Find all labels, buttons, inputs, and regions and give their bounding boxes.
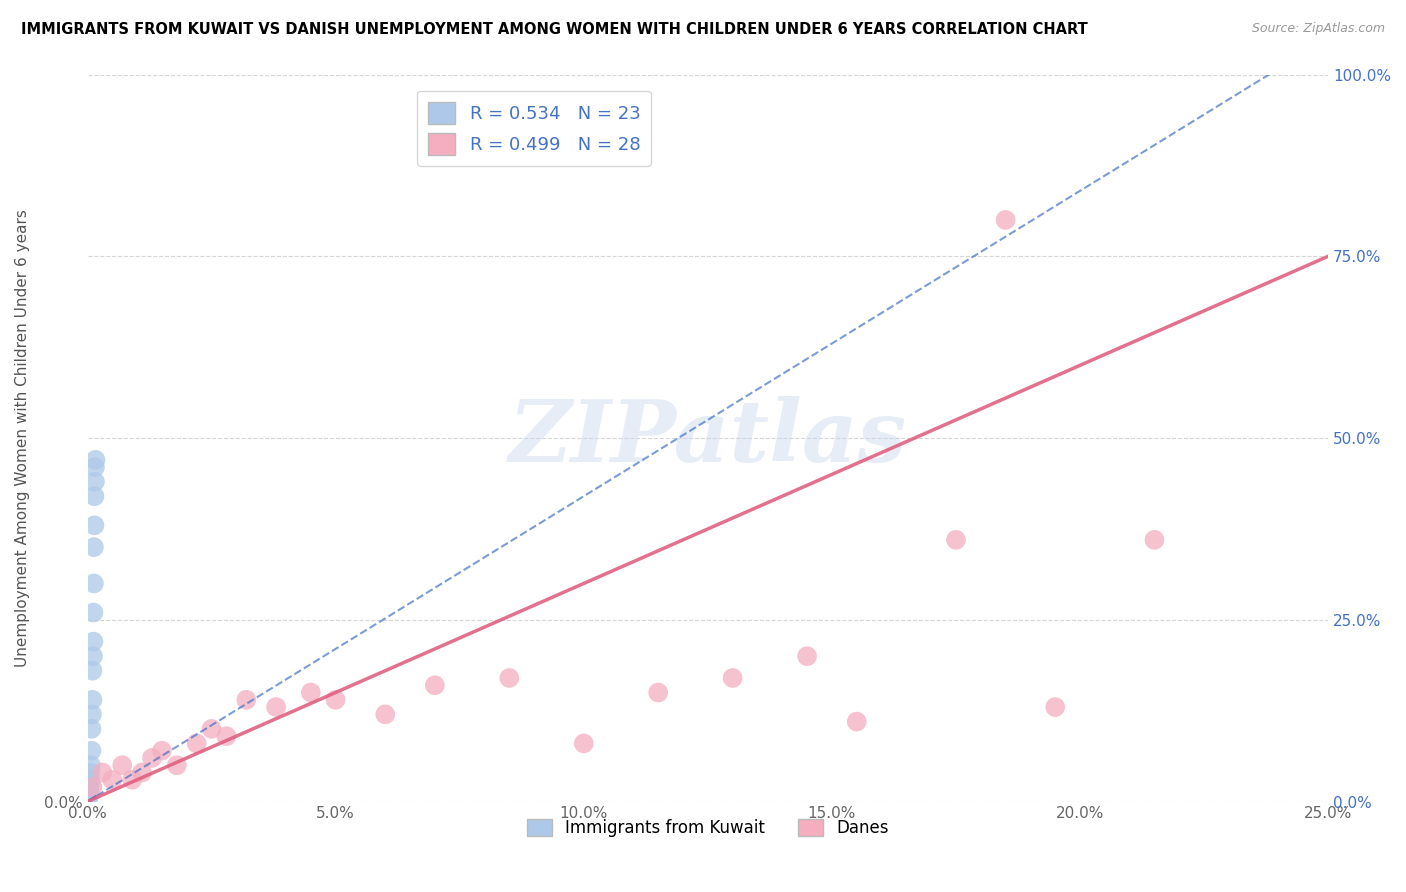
Point — [80, 722, 103, 736]
Point — [83, 540, 105, 554]
Point — [141, 751, 163, 765]
Point — [166, 758, 188, 772]
Point — [845, 714, 868, 729]
Y-axis label: Unemployment Among Women with Children Under 6 years: Unemployment Among Women with Children U… — [15, 209, 30, 667]
Point — [84, 460, 107, 475]
Point — [79, 783, 101, 797]
Point — [721, 671, 744, 685]
Point — [299, 685, 322, 699]
Point — [91, 765, 114, 780]
Point — [796, 649, 818, 664]
Text: ZIPatlas: ZIPatlas — [509, 396, 907, 480]
Point — [572, 736, 595, 750]
Point — [82, 649, 104, 664]
Point — [80, 744, 103, 758]
Point — [994, 213, 1017, 227]
Point — [945, 533, 967, 547]
Point — [264, 700, 287, 714]
Text: Source: ZipAtlas.com: Source: ZipAtlas.com — [1251, 22, 1385, 36]
Point — [325, 693, 347, 707]
Point — [82, 664, 104, 678]
Point — [84, 475, 107, 489]
Point — [77, 787, 100, 801]
Point — [80, 758, 103, 772]
Point — [84, 453, 107, 467]
Point — [150, 744, 173, 758]
Point — [186, 736, 208, 750]
Point — [111, 758, 134, 772]
Point — [79, 776, 101, 790]
Point — [101, 772, 124, 787]
Point — [77, 791, 100, 805]
Point — [82, 780, 104, 794]
Point — [82, 693, 104, 707]
Point — [1043, 700, 1066, 714]
Point — [82, 634, 104, 648]
Point — [647, 685, 669, 699]
Point — [79, 772, 101, 787]
Point — [121, 772, 143, 787]
Text: IMMIGRANTS FROM KUWAIT VS DANISH UNEMPLOYMENT AMONG WOMEN WITH CHILDREN UNDER 6 : IMMIGRANTS FROM KUWAIT VS DANISH UNEMPLO… — [21, 22, 1088, 37]
Point — [215, 729, 238, 743]
Point — [131, 765, 153, 780]
Legend: Immigrants from Kuwait, Danes: Immigrants from Kuwait, Danes — [520, 813, 896, 844]
Point — [79, 780, 101, 794]
Point — [83, 489, 105, 503]
Point — [83, 518, 105, 533]
Point — [423, 678, 446, 692]
Point — [498, 671, 520, 685]
Point — [83, 576, 105, 591]
Point — [80, 707, 103, 722]
Point — [235, 693, 257, 707]
Point — [82, 606, 104, 620]
Point — [79, 765, 101, 780]
Point — [1143, 533, 1166, 547]
Point — [374, 707, 396, 722]
Point — [200, 722, 222, 736]
